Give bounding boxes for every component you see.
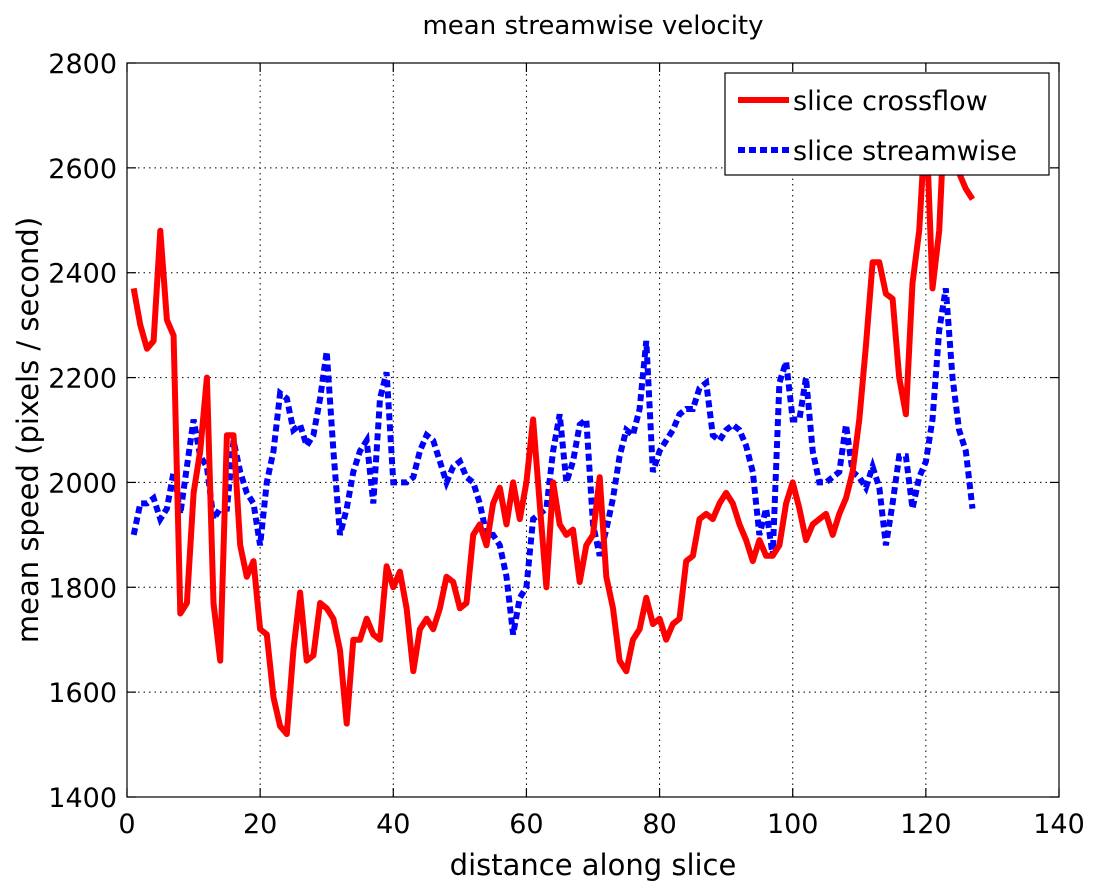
x-tick-label: 20: [243, 809, 277, 840]
legend-box: [724, 72, 1050, 176]
x-tick-label: 40: [376, 809, 410, 840]
legend-label: slice crossflow: [793, 86, 988, 117]
plot-frame: [126, 62, 1060, 798]
x-tick-label: 60: [509, 809, 543, 840]
plot-area: [127, 63, 1059, 797]
chart-title: mean streamwise velocity: [422, 11, 763, 41]
series-layer: [130, 86, 976, 738]
y-tick-label: 1600: [48, 678, 117, 709]
series-line-crossflow: [130, 86, 976, 738]
y-tick-label: 2800: [48, 49, 117, 80]
x-tick-label: 100: [767, 809, 819, 840]
series-line-streamwise: [130, 287, 976, 636]
y-tick-label: 1800: [48, 573, 117, 604]
legend-label: slice streamwise: [793, 136, 1017, 167]
legend: slice crossflow slice streamwise: [724, 72, 1050, 176]
y-tick-label: 2400: [48, 259, 117, 290]
y-tick-label: 1400: [48, 783, 117, 814]
x-tick-label: 140: [1033, 809, 1085, 840]
y-tick-label: 2600: [48, 154, 117, 185]
axis-ticks: 0 20 40 60 80 100 120 140 1400 1600 1800 2000 2200 24…: [48, 49, 1084, 840]
y-tick-label: 2200: [48, 364, 117, 395]
x-tick-label: 0: [118, 809, 135, 840]
y-tick-label: 2000: [48, 468, 117, 499]
x-tick-label: 120: [900, 809, 952, 840]
y-axis-label: mean speed (pixels / second): [11, 217, 45, 643]
x-tick-label: 80: [642, 809, 676, 840]
x-axis-label: distance along slice: [450, 848, 737, 882]
